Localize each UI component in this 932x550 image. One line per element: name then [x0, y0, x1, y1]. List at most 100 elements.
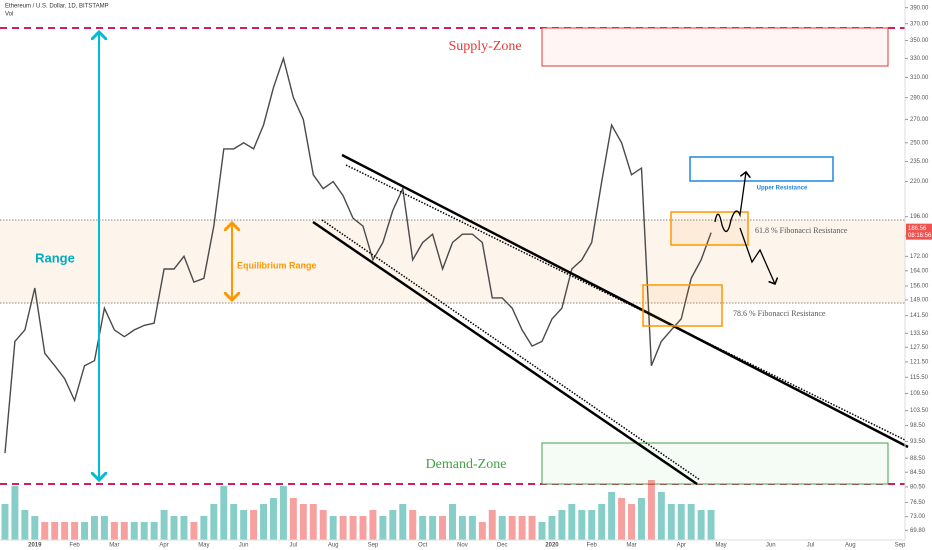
- volume-bar: [578, 510, 586, 540]
- volume-bar: [637, 498, 645, 540]
- volume-bar: [369, 510, 377, 540]
- x-tick-label: 2019: [28, 543, 42, 549]
- volume-bar: [548, 516, 556, 540]
- projection-down: [739, 227, 775, 284]
- volume-bar: [518, 516, 526, 540]
- volume-bar: [130, 522, 138, 540]
- volume-bar: [120, 522, 128, 540]
- volume-bar: [379, 516, 387, 540]
- y-tick-label: 98.50: [910, 423, 926, 429]
- volume-bar: [100, 516, 108, 540]
- y-tick-label: 149.00: [910, 298, 929, 304]
- fib786-text: 78.6 % Fibonacci Resistance: [733, 309, 826, 318]
- volume-bar: [279, 486, 287, 540]
- upper-resistance-text: Upper Resistance: [757, 186, 808, 192]
- volume-bar: [508, 516, 516, 540]
- x-tick-label: Sep: [895, 543, 906, 549]
- y-tick-label: 172.00: [910, 254, 929, 260]
- y-tick-label: 88.50: [910, 456, 926, 462]
- channel-lower-dotted: [321, 219, 701, 481]
- demand-text: Demand-Zone: [426, 457, 507, 472]
- volume-bar: [309, 504, 317, 540]
- volume-bar: [359, 516, 367, 540]
- volume-bar: [697, 510, 705, 540]
- volume-bar: [180, 516, 188, 540]
- volume-bar: [240, 510, 248, 540]
- range-band: [0, 220, 905, 303]
- volume-bar: [61, 522, 69, 540]
- volume-bar: [329, 516, 337, 540]
- volume-bar: [667, 504, 675, 540]
- fib786-box: [642, 284, 723, 327]
- price-line: [4, 55, 712, 454]
- x-tick-label: Sep: [368, 543, 379, 549]
- y-tick-label: 350.00: [910, 38, 929, 44]
- y-tick-label: 103.50: [910, 408, 929, 414]
- volume-bar: [200, 516, 208, 540]
- x-tick-label: Feb: [69, 543, 80, 549]
- volume-bar: [449, 504, 456, 540]
- volume-bar: [1, 504, 9, 540]
- y-tick-label: 133.50: [910, 331, 929, 337]
- y-tick-label: 115.50: [910, 375, 929, 381]
- volume-bar: [190, 522, 198, 540]
- x-tick-label: Mar: [109, 543, 119, 549]
- volume-bar: [51, 522, 59, 540]
- x-tick-label: May: [715, 543, 726, 549]
- y-tick-label: 141.50: [910, 313, 929, 319]
- volume-bar: [11, 486, 19, 540]
- volume-bar: [339, 516, 347, 540]
- y-tick-label: 93.50: [910, 439, 926, 445]
- volume-bar: [220, 486, 228, 540]
- fib618-box: [670, 211, 749, 246]
- y-tick-label: 76.50: [910, 500, 926, 506]
- volume-bar: [150, 522, 158, 540]
- volume-bar: [608, 492, 616, 540]
- volume-bar: [71, 522, 79, 540]
- x-tick-label: Dec: [497, 543, 508, 549]
- x-tick-label: Aug: [845, 543, 856, 549]
- volume-bar: [528, 516, 536, 540]
- volume-bar: [31, 516, 39, 540]
- volume-label: Vol: [5, 12, 13, 18]
- y-tick-label: 310.00: [910, 75, 929, 81]
- fib618-text: 61.8 % Fibonacci Resistance: [755, 226, 848, 235]
- volume-bar: [598, 504, 606, 540]
- volume-bar: [21, 510, 29, 540]
- channel-upper-dotted: [345, 164, 906, 441]
- x-tick-label: May: [198, 543, 209, 549]
- y-tick-label: 270.00: [910, 117, 929, 123]
- volume-bar: [349, 516, 357, 540]
- y-tick-label: 109.50: [910, 391, 929, 397]
- volume-bar: [498, 516, 506, 540]
- x-tick-label: Jul: [807, 543, 815, 549]
- y-tick-label: 164.00: [910, 268, 929, 274]
- last-price-tag: [906, 223, 932, 240]
- channel-lower: [312, 220, 698, 486]
- x-tick-label: Feb: [587, 543, 598, 549]
- volume-bar: [81, 522, 89, 540]
- x-tick-label: Apr: [159, 543, 168, 549]
- y-tick-label: 290.00: [910, 95, 929, 101]
- channel-upper: [341, 153, 909, 449]
- volume-bar: [319, 510, 327, 540]
- volume-bar: [419, 516, 427, 540]
- y-tick-label: 250.00: [910, 140, 929, 146]
- y-tick-label: 370.00: [910, 21, 929, 27]
- volume-bar: [558, 510, 566, 540]
- volume-bar: [289, 498, 297, 540]
- volume-bar: [707, 510, 715, 540]
- x-tick-label: Jun: [766, 543, 776, 549]
- y-tick-label: 73.00: [910, 514, 926, 520]
- x-tick-label: Apr: [677, 543, 686, 549]
- volume-bar: [429, 516, 437, 540]
- y-tick-label: 80.50: [910, 485, 926, 491]
- last-price-timer: 08:16:56: [908, 233, 932, 239]
- volume-bar: [628, 504, 635, 540]
- volume-bar: [568, 504, 576, 540]
- y-tick-label: 69.80: [910, 528, 926, 534]
- volume-bar: [210, 504, 218, 540]
- y-tick-label: 235.00: [910, 159, 929, 165]
- equilibrium-text: Equilibrium Range: [237, 260, 317, 270]
